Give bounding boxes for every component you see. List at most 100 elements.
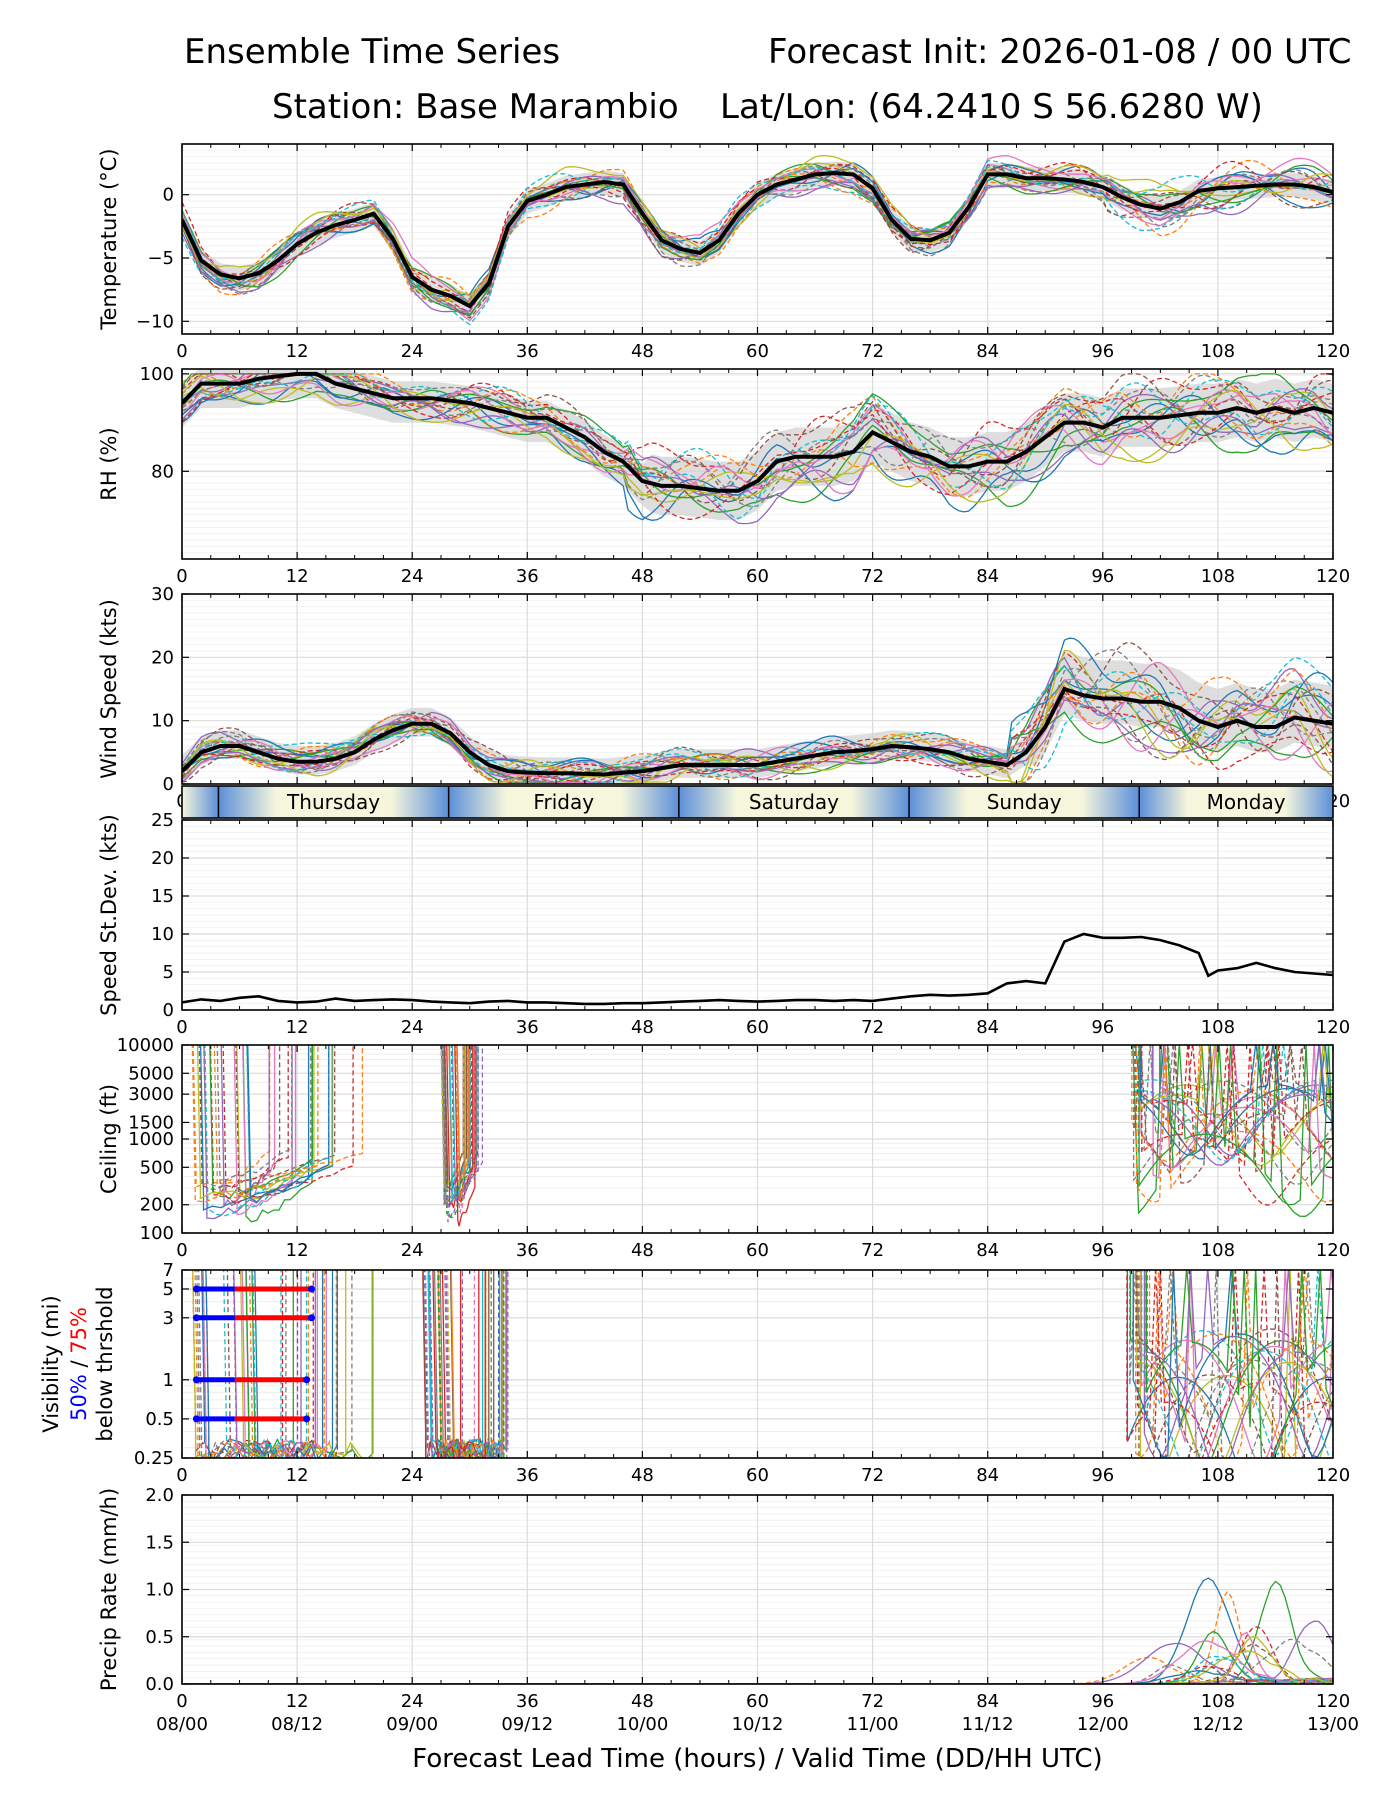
- member-line: [182, 154, 1333, 303]
- member-line: [443, 1045, 479, 1209]
- y-tick-label: 1.5: [145, 1532, 174, 1553]
- x-tick-label: 96: [1091, 341, 1114, 362]
- member-line: [1139, 1045, 1333, 1157]
- member-line: [252, 1270, 282, 1458]
- x-tick-label: 36: [516, 566, 539, 587]
- member-line: [182, 649, 1333, 783]
- member-line: [1132, 1045, 1333, 1186]
- y-tick-label: 0.5: [145, 1627, 174, 1648]
- x-tick-label: 60: [746, 1017, 769, 1038]
- member-line: [1141, 1045, 1333, 1206]
- legend-sep: /: [67, 1354, 91, 1374]
- x-tick-label: 72: [861, 566, 884, 587]
- member-line: [446, 1270, 505, 1458]
- y-tick-label: 1.0: [145, 1580, 174, 1601]
- member-line: [1138, 1045, 1333, 1206]
- member-line: [192, 1045, 364, 1188]
- x-valid-time-label: 08/12: [271, 1714, 323, 1735]
- member-line: [1140, 1270, 1333, 1458]
- member-line: [182, 373, 1333, 520]
- stdev-line: [181, 932, 1334, 1006]
- legend-50pct: 50%: [67, 1374, 91, 1421]
- y-axis-label: RH (%): [97, 427, 121, 500]
- y-axis-label-threshold: 50% / 75%: [67, 1307, 91, 1421]
- member-line: [201, 1270, 324, 1458]
- member-line: [182, 374, 1333, 503]
- x-tick-label: 48: [631, 1240, 654, 1261]
- x-valid-time-label: 12/00: [1077, 1714, 1129, 1735]
- x-tick-label: 24: [401, 1465, 424, 1486]
- member-line: [440, 1045, 476, 1206]
- member-line: [247, 1045, 330, 1203]
- member-line: [1144, 1270, 1333, 1458]
- x-tick-label: 120: [1316, 1240, 1350, 1261]
- member-line: [1148, 1270, 1333, 1458]
- y-tick-label: 1: [163, 1370, 174, 1391]
- y-tick-label: 10: [151, 924, 174, 945]
- vis-bar-marker: [307, 1285, 315, 1293]
- x-tick-label: 12: [286, 341, 309, 362]
- y-tick-label: −10: [136, 311, 174, 332]
- x-valid-time-label: 09/00: [386, 1714, 438, 1735]
- member-line: [182, 694, 1333, 783]
- x-tick-label: 24: [401, 1691, 424, 1712]
- x-tick-label: 96: [1091, 1017, 1114, 1038]
- x-tick-label: 60: [746, 1240, 769, 1261]
- day-segment: [218, 786, 449, 818]
- ensemble-mean-line: [182, 686, 1333, 777]
- y-tick-label: 20: [151, 647, 174, 668]
- member-line: [246, 1045, 330, 1194]
- member-line: [182, 642, 1333, 778]
- panel-temperature: 0 12 24 36 48 60 72 84 96 108 120 0 −5 −10 Temperature…: [97, 143, 1350, 362]
- x-tick-label: 96: [1091, 1465, 1114, 1486]
- plot-area: [192, 1270, 1333, 1458]
- vis-bar-marker: [307, 1314, 315, 1322]
- member-line: [440, 1045, 465, 1191]
- member-line: [1134, 1045, 1333, 1153]
- x-tick-label: 60: [746, 566, 769, 587]
- y-tick-label: 3000: [128, 1084, 174, 1105]
- member-line: [451, 1045, 484, 1202]
- member-line: [1135, 1045, 1333, 1203]
- panel-wind_speed: 012243648607284961081200102030Wind Speed…: [97, 584, 1350, 812]
- day-segment: [678, 786, 910, 818]
- member-line: [1143, 1270, 1333, 1458]
- y-tick-label: −5: [147, 248, 174, 269]
- x-axis-label: Forecast Lead Time (hours) / Valid Time …: [412, 1744, 1102, 1774]
- vis-bar-marker: [192, 1314, 200, 1322]
- vis-bar-marker: [192, 1415, 200, 1423]
- member-line: [245, 1270, 374, 1458]
- member-line: [1145, 1270, 1333, 1458]
- x-valid-time-label: 09/12: [501, 1714, 553, 1735]
- day-label-monday: Monday: [1207, 790, 1286, 814]
- x-valid-time-label: 08/00: [156, 1714, 208, 1735]
- y-tick-label: 7: [163, 1260, 174, 1281]
- member-line: [194, 1270, 325, 1458]
- panel-visibility: 0 12 24 36 48 60 72 84 96 108 120 75 3 1 0.5 0.25 Visibi…: [39, 1260, 1350, 1486]
- y-tick-label: 3: [163, 1308, 174, 1329]
- x-tick-label: 72: [861, 1691, 884, 1712]
- x-tick-label: 108: [1201, 566, 1235, 587]
- member-line: [1151, 1045, 1333, 1166]
- member-line: [432, 1270, 486, 1458]
- member-line: [429, 1270, 500, 1458]
- y-tick-label: 5: [163, 1279, 174, 1300]
- plot-area: [182, 369, 1333, 525]
- x-tick-label: 12: [286, 1691, 309, 1712]
- x-tick-label: 24: [401, 566, 424, 587]
- forecast-init-label: Forecast Init: 2026-01-08 / 00 UTC: [768, 32, 1352, 72]
- y-tick-label: 1500: [128, 1112, 174, 1133]
- panel-rh: 0 12 24 36 48 60 72 84 96 108 120 100 80 RH (%): [97, 364, 1350, 587]
- member-line: [1134, 1045, 1333, 1184]
- x-valid-time-label: 11/00: [847, 1714, 899, 1735]
- panel-precip: 0 12 24 36 48 60 72 84 96 108 120 0.0 0.5 1.0 1.5 2.0 Pr…: [97, 1485, 1359, 1774]
- y-tick-label: 1000: [128, 1129, 174, 1150]
- x-tick-label: 48: [631, 566, 654, 587]
- member-line: [182, 373, 1333, 504]
- member-line: [233, 1045, 297, 1216]
- x-valid-time-label: 12/12: [1192, 1714, 1244, 1735]
- y-tick-label: 10000: [117, 1035, 174, 1056]
- x-tick-label: 48: [631, 1017, 654, 1038]
